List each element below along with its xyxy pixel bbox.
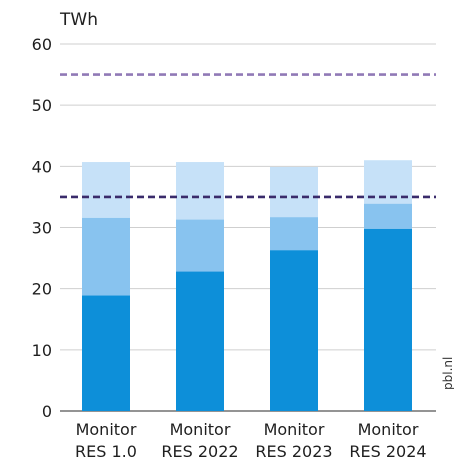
x-tick-label: RES 2024: [349, 442, 426, 461]
bar-segment: [82, 162, 130, 218]
bar-segment: [176, 162, 224, 220]
y-tick-label: 30: [32, 219, 52, 238]
bar-segment: [176, 271, 224, 411]
x-tick-label: RES 2023: [255, 442, 332, 461]
bar-segment: [270, 217, 318, 251]
bar-segment: [82, 217, 130, 296]
bar-segment: [270, 250, 318, 411]
x-tick-label: Monitor: [358, 420, 419, 439]
y-tick-label: 0: [42, 402, 52, 421]
x-tick-label: Monitor: [76, 420, 137, 439]
x-tick-label: Monitor: [170, 420, 231, 439]
x-tick-label: RES 1.0: [75, 442, 137, 461]
y-tick-label: 20: [32, 280, 52, 299]
y-tick-label: 10: [32, 341, 52, 360]
y-tick-label: 40: [32, 157, 52, 176]
y-tick-label: 50: [32, 96, 52, 115]
x-tick-label: RES 2022: [161, 442, 238, 461]
source-watermark: pbl.nl: [441, 356, 454, 390]
bar-segment: [270, 166, 318, 218]
bar-segment: [176, 219, 224, 272]
y-axis-unit-label: TWh: [60, 10, 98, 30]
y-tick-label: 60: [32, 35, 52, 54]
bar-segment: [82, 295, 130, 411]
bar-segment: [364, 228, 412, 411]
x-tick-label: Monitor: [264, 420, 325, 439]
bar-segment: [364, 203, 412, 229]
